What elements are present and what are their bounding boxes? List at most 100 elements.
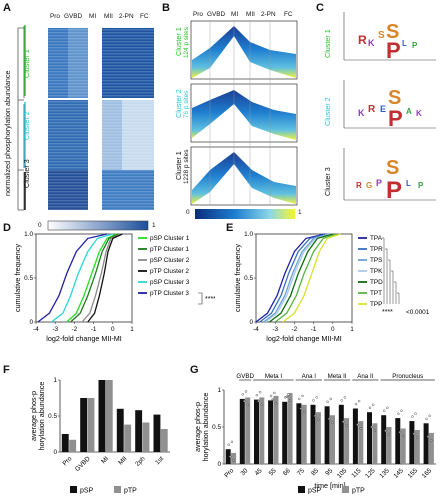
x-tick-label: 95 xyxy=(324,467,334,477)
panel-letter-f: F xyxy=(3,364,10,376)
legend-label: pTP xyxy=(124,488,137,495)
plot-frame xyxy=(35,233,133,323)
replicate-point xyxy=(327,417,331,421)
replicate-point xyxy=(260,403,263,406)
y-axis-label: average phos-p xyxy=(29,391,38,441)
x-tick-label: 85 xyxy=(310,467,320,477)
series-line-tpr xyxy=(259,233,328,323)
x-tick-label: 75 xyxy=(296,467,306,477)
x-tick-label: -3 xyxy=(272,326,278,333)
replicate-point xyxy=(342,420,345,423)
series-line-psp-cluster-3 xyxy=(51,233,113,323)
svg-text:R: R xyxy=(368,104,376,115)
panel-a-heatmap xyxy=(17,25,154,211)
panel-letter-g: G xyxy=(190,364,199,376)
bar-psp-gvbd xyxy=(80,398,88,452)
x-tick-label: -1 xyxy=(311,326,317,333)
bar-ptp-135 xyxy=(386,427,392,464)
replicate-point xyxy=(368,406,372,409)
replicate-point xyxy=(274,402,278,405)
bar-psp-mii xyxy=(116,408,124,452)
panel-a-cluster2-label: Cluster 2 xyxy=(22,111,31,140)
bar-psp-85 xyxy=(310,404,316,464)
x-tick-label: -4 xyxy=(33,326,39,333)
series-line-psp-cluster-1 xyxy=(66,233,117,323)
stage-label-pro: Pro xyxy=(50,13,60,20)
y-axis-label: cumulative frequency xyxy=(13,244,22,312)
phase-label: Ana II xyxy=(357,373,373,380)
replicate-point xyxy=(398,430,402,434)
replicate-point xyxy=(229,455,232,458)
legend-swatch xyxy=(342,486,349,493)
svg-text:P: P xyxy=(376,178,382,188)
bar-psp-75 xyxy=(296,403,302,464)
svg-text:P: P xyxy=(412,41,418,50)
bar-ptp-145 xyxy=(400,428,406,464)
svg-text:S: S xyxy=(386,21,399,43)
stage-label-mi: MI xyxy=(89,13,97,20)
panel-c-cluster2-label: Cluster 2 xyxy=(323,97,332,126)
bar-psp-2ph xyxy=(135,410,143,452)
replicate-point xyxy=(357,399,361,403)
series-line-ptp-cluster-3 xyxy=(37,233,108,323)
replicate-point xyxy=(430,439,433,442)
bar-psp-45 xyxy=(254,399,259,464)
replicate-point xyxy=(255,394,259,397)
legend-swatch xyxy=(114,486,121,493)
panel-b-cluster2-label: Cluster 2 xyxy=(174,89,183,118)
series-line-ptp-cluster-1 xyxy=(70,233,119,323)
replicate-point xyxy=(426,435,430,438)
x-tick-label: Pro xyxy=(223,467,235,479)
legend-label: TPT xyxy=(370,290,382,297)
panel-b-cluster1-label: Cluster 1 xyxy=(174,27,183,56)
replicate-point xyxy=(384,429,387,432)
series-line-tps xyxy=(263,233,330,323)
replicate-point xyxy=(230,440,234,444)
x-tick-label: 105 xyxy=(336,467,349,480)
phase-label: Ana I xyxy=(302,373,317,380)
stage-label-mii: MII xyxy=(104,13,113,20)
x-tick-label: -1 xyxy=(91,326,97,333)
panel-letter-b: B xyxy=(162,2,170,14)
replicate-point xyxy=(354,402,358,406)
svg-text:K: K xyxy=(416,109,422,118)
replicate-point xyxy=(411,415,414,418)
y-tick-label: 0.5 xyxy=(48,413,57,420)
x-tick-label: MII xyxy=(117,455,128,466)
legend-label: TPR xyxy=(370,246,383,253)
bar-psp-30 xyxy=(239,398,245,464)
legend-label: TPA xyxy=(370,235,383,242)
x-tick-label: 0 xyxy=(111,326,115,333)
panel-a-scale-min: 0 xyxy=(38,222,42,229)
replicate-point xyxy=(370,425,373,429)
replicate-point xyxy=(359,427,362,430)
series-line-tpt xyxy=(274,233,337,323)
replicate-point xyxy=(315,396,318,399)
x-tick-label: 1 xyxy=(130,326,134,333)
bar-ptp-pro xyxy=(69,439,77,452)
bar-psp-1st xyxy=(153,414,161,452)
replicate-point xyxy=(232,459,235,462)
x-tick-label: -3 xyxy=(52,326,58,333)
svg-text:K: K xyxy=(358,108,365,118)
x-tick-label: 115 xyxy=(350,467,362,479)
legend-label: TPD xyxy=(370,279,383,286)
legend-label: pTP Cluster 2 xyxy=(150,268,189,275)
series-line-tpp xyxy=(282,233,341,323)
replicate-point xyxy=(317,418,320,421)
replicate-point xyxy=(329,397,333,401)
replicate-point xyxy=(301,394,304,398)
x-tick-label: 45 xyxy=(254,467,264,477)
comparison-bracket xyxy=(391,270,394,304)
bar-psp-pro xyxy=(61,434,69,452)
panel-b-stage-mii: MII xyxy=(246,11,255,18)
y-tick-label: 0 xyxy=(29,319,33,326)
svg-text:L: L xyxy=(402,39,407,48)
panel-c-cluster3-label: Cluster 3 xyxy=(323,167,332,196)
x-tick-label: Pro xyxy=(61,455,73,467)
bar-ptp-115 xyxy=(358,421,364,464)
series-line-tpa xyxy=(255,233,326,323)
panel-b-stage-gvbd: GVBD xyxy=(207,11,226,18)
panel-b-profiles xyxy=(190,20,298,206)
bar-psp-165 xyxy=(423,423,429,464)
